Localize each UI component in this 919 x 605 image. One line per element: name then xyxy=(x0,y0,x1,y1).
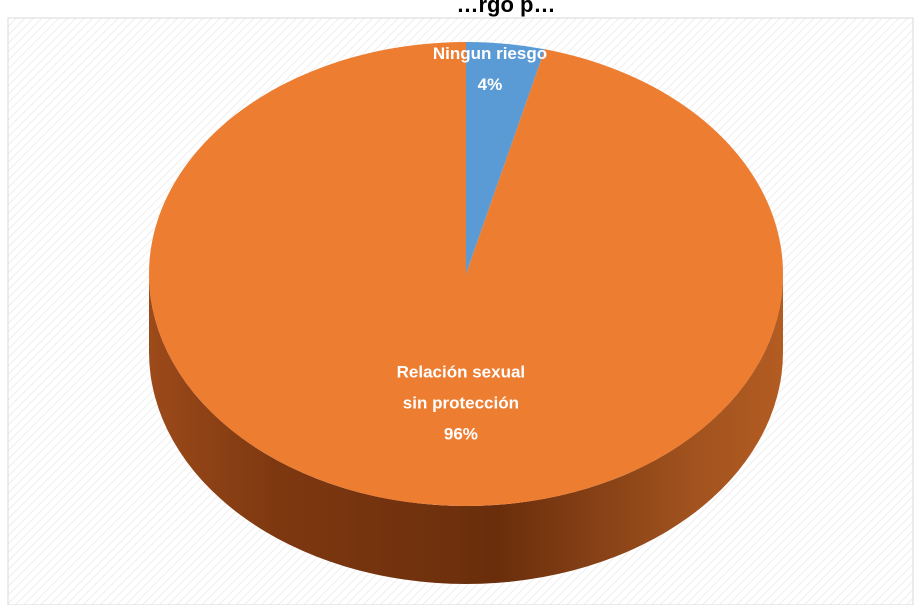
pie-slice-0 xyxy=(466,42,545,274)
slice-name-line: Relación sexual xyxy=(397,363,526,382)
pie-labels: Ningun riesgo 4% Relación sexual sin protec… xyxy=(397,44,547,444)
pie-side-wall xyxy=(149,274,783,584)
slice-label-1: Relación sexual sin protección 96% xyxy=(397,363,526,444)
pie-depth-side xyxy=(149,274,783,584)
slice-name-line: Ningun riesgo xyxy=(433,44,547,63)
pie-top xyxy=(149,42,783,507)
slice-percent: 4% xyxy=(478,75,503,94)
slice-label-0: Ningun riesgo 4% xyxy=(433,44,547,94)
slice-name-line: sin protección xyxy=(403,394,519,413)
chart-title: …rgo p… xyxy=(457,0,556,17)
slice-percent: 96% xyxy=(444,425,478,444)
pie-slice-1 xyxy=(149,42,783,507)
